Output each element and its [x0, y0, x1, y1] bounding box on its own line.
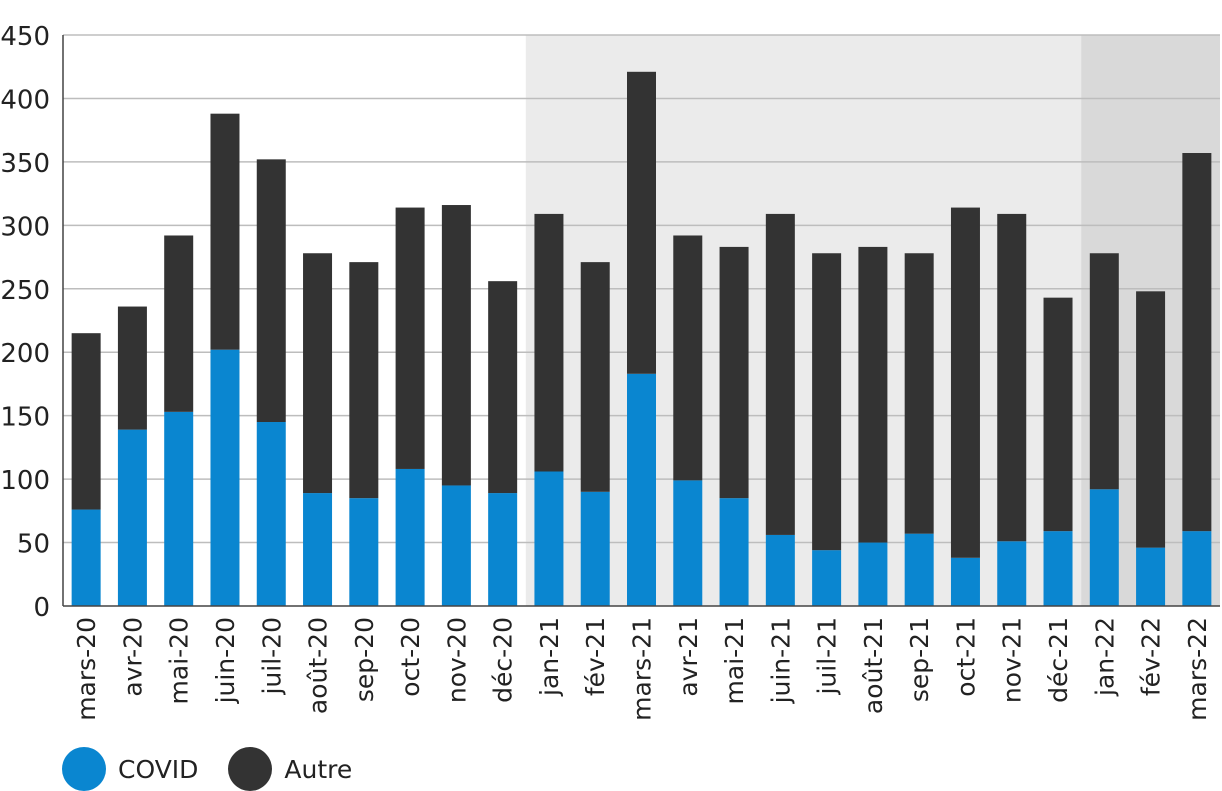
x-tick-label: fév-22: [1137, 617, 1166, 696]
x-tick-label: jan-21: [535, 617, 564, 697]
bar-covid-0: [71, 509, 101, 606]
bar-autre-1: [117, 306, 147, 430]
x-tick-label: mars-20: [72, 617, 101, 721]
y-tick-label: 300: [0, 212, 50, 242]
bar-autre-0: [71, 333, 101, 510]
bar-covid-16: [812, 550, 842, 606]
bar-covid-1: [117, 429, 147, 606]
bar-autre-10: [534, 213, 564, 472]
legend: COVID Autre: [62, 747, 382, 791]
x-tick-label: nov-20: [442, 617, 471, 703]
bar-autre-13: [673, 235, 703, 481]
x-tick-label: nov-21: [998, 617, 1027, 703]
bar-covid-10: [534, 471, 564, 606]
bar-covid-18: [904, 533, 934, 606]
y-tick-label: 100: [0, 466, 50, 496]
bar-autre-23: [1136, 291, 1166, 548]
bar-covid-12: [627, 373, 656, 606]
x-tick-label: juin-20: [211, 617, 240, 704]
bar-covid-17: [858, 542, 888, 606]
bar-covid-11: [580, 491, 610, 606]
bar-autre-3: [210, 113, 240, 350]
bar-covid-19: [950, 557, 980, 606]
bar-covid-6: [349, 498, 379, 606]
bar-autre-20: [997, 213, 1027, 542]
bar-covid-20: [997, 541, 1027, 606]
bar-autre-15: [765, 213, 795, 535]
x-tick-label: sep-20: [350, 617, 379, 702]
bar-autre-18: [904, 253, 934, 534]
y-tick-label: 200: [0, 339, 50, 369]
y-tick-label: 250: [0, 276, 50, 306]
legend-swatch-autre: [228, 747, 273, 791]
y-tick-label: 400: [0, 85, 50, 115]
bar-autre-14: [719, 246, 749, 499]
x-tick-label: fév-21: [581, 617, 610, 696]
y-tick-label: 350: [0, 149, 50, 179]
x-tick-label: juin-21: [766, 617, 795, 704]
y-tick-label: 50: [17, 530, 50, 560]
bar-autre-16: [812, 253, 842, 551]
legend-item-autre: Autre: [228, 747, 352, 791]
bar-autre-4: [256, 159, 286, 423]
bar-autre-5: [303, 253, 333, 494]
shaded-period-0: [525, 35, 1082, 606]
bar-autre-12: [627, 71, 656, 374]
bar-autre-7: [395, 207, 425, 469]
bar-autre-22: [1089, 253, 1119, 490]
bar-covid-8: [441, 485, 471, 606]
x-tick-label: jan-22: [1090, 617, 1119, 697]
bar-covid-24: [1182, 531, 1212, 606]
bar-covid-2: [164, 411, 194, 606]
x-tick-label: juil-20: [257, 617, 286, 696]
x-tick-label: oct-20: [396, 617, 425, 697]
x-tick-label: mai-20: [165, 617, 194, 704]
x-tick-label: oct-21: [951, 617, 980, 697]
x-tick-label: avr-21: [674, 617, 703, 697]
x-tick-label: mai-21: [720, 617, 749, 704]
x-tick-label: août-20: [304, 617, 333, 714]
x-tick-label: déc-20: [489, 617, 518, 703]
bar-covid-15: [765, 534, 795, 606]
x-tick-label: mars-21: [628, 617, 657, 721]
bar-covid-13: [673, 480, 703, 606]
bar-covid-23: [1136, 547, 1166, 606]
x-tick-label: sep-21: [905, 617, 934, 702]
bar-autre-11: [580, 262, 610, 492]
bar-covid-9: [488, 493, 518, 606]
bar-covid-4: [256, 422, 286, 606]
bar-autre-24: [1182, 153, 1212, 532]
bar-covid-7: [395, 468, 425, 606]
bar-autre-17: [858, 246, 888, 543]
bar-autre-8: [441, 205, 471, 486]
x-tick-label: mars-22: [1183, 617, 1212, 721]
bar-covid-5: [303, 493, 333, 606]
bar-autre-9: [488, 281, 518, 494]
bar-autre-6: [349, 262, 379, 499]
x-tick-label: juil-21: [813, 617, 842, 696]
bar-autre-21: [1043, 297, 1073, 532]
y-tick-label: 450: [0, 22, 50, 52]
bar-covid-14: [719, 498, 749, 606]
bar-autre-2: [164, 235, 194, 412]
y-tick-label: 0: [33, 593, 50, 623]
y-tick-label: 150: [0, 403, 50, 433]
bar-autre-19: [950, 207, 980, 558]
legend-label-covid: COVID: [118, 754, 199, 784]
legend-item-covid: COVID: [62, 747, 198, 791]
bar-covid-21: [1043, 531, 1073, 606]
legend-swatch-covid: [62, 747, 106, 791]
x-tick-label: août-21: [859, 617, 888, 714]
legend-label-autre: Autre: [284, 754, 353, 784]
x-tick-label: déc-21: [1044, 617, 1073, 703]
bar-covid-3: [210, 349, 240, 606]
x-tick-label: avr-20: [118, 617, 147, 697]
bar-covid-22: [1089, 489, 1119, 606]
stacked-bar-chart: 0 50 100 150 200 250 300 350 400 450 mars-20 avr-20…: [0, 22, 1220, 721]
